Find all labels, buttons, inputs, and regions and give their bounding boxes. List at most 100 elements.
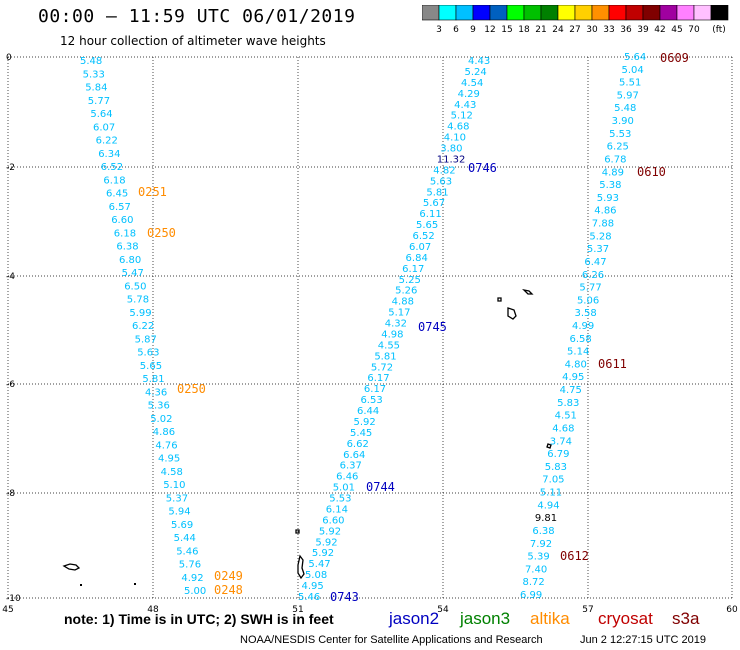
y-tick-label: 0 (6, 53, 12, 63)
swh-value: 5.77 (579, 283, 601, 294)
swh-value: 4.86 (153, 427, 175, 438)
pass-label: 0251 (138, 185, 167, 199)
swh-value: 4.58 (161, 467, 183, 478)
swh-value: 5.92 (319, 526, 341, 537)
swh-value: 5.87 (135, 334, 157, 345)
swh-value: 5.37 (166, 493, 188, 504)
color-scale-label: 24 (552, 25, 564, 35)
swh-value: 5.12 (451, 111, 473, 122)
swh-value: 6.17 (367, 373, 389, 384)
legend-item-s3a: s3a (672, 609, 700, 628)
swh-value: 5.93 (597, 193, 619, 204)
swh-value: 5.11 (540, 488, 562, 499)
color-scale-label: 42 (654, 25, 665, 35)
color-scale-swatch (489, 5, 508, 21)
swh-value: 7.92 (530, 539, 552, 550)
swh-value: 5.72 (371, 362, 393, 373)
x-tick-label: 48 (147, 605, 159, 615)
swh-value: 5.94 (168, 507, 190, 518)
swh-value: 6.52 (412, 231, 434, 242)
pass-label: 0746 (468, 161, 497, 175)
y-tick-label: -8 (6, 489, 15, 499)
color-scale-swatch (523, 5, 542, 21)
swh-value: 5.28 (589, 231, 611, 242)
swh-value: 6.11 (419, 209, 441, 220)
island-outline (546, 443, 552, 449)
color-scale-swatch (557, 5, 576, 21)
swh-value: 5.64 (90, 109, 112, 120)
swh-value: 4.32 (385, 319, 407, 330)
swh-value: 5.06 (577, 295, 599, 306)
swh-value: 4.75 (560, 385, 582, 396)
swh-value: 4.95 (301, 581, 323, 592)
swh-value: 3.74 (550, 436, 572, 447)
island-outline (295, 529, 300, 534)
swh-value: 6.78 (604, 154, 626, 165)
y-tick-label: -4 (6, 272, 15, 282)
swh-value: 4.89 (602, 167, 624, 178)
pass-label: 0745 (418, 320, 447, 334)
color-scale-swatch (472, 5, 491, 21)
pass-label: 0609 (660, 51, 689, 65)
swh-value: 5.48 (80, 56, 102, 67)
swh-value: 5.76 (179, 560, 201, 571)
swh-value: 6.07 (93, 122, 115, 133)
y-tick-label: -6 (6, 380, 15, 390)
legend-item-altika: altika (530, 609, 570, 628)
pass-label: 0250 (147, 226, 176, 240)
swh-value: 5.24 (465, 67, 487, 78)
swh-value: 3.58 (574, 308, 596, 319)
pass-label: 0248 (214, 583, 243, 597)
swh-value: 5.83 (557, 398, 579, 409)
swh-value: 5.63 (137, 348, 159, 359)
x-tick-label: 57 (582, 605, 593, 615)
swh-value: 5.04 (622, 65, 644, 76)
island-outline (62, 563, 81, 571)
swh-value: 5.63 (430, 176, 452, 187)
color-scale-label: 30 (586, 25, 598, 35)
swh-value: 5.37 (587, 244, 609, 255)
swh-value: 4.43 (468, 56, 490, 67)
swh-value: 4.95 (562, 372, 584, 383)
swh-value: 4.29 (458, 89, 480, 100)
color-scale-swatch (540, 5, 559, 21)
swh-value: 7.05 (542, 475, 564, 486)
swh-value: 11.32 (437, 154, 466, 165)
swh-value: 5.53 (609, 129, 631, 140)
pass-label: 0743 (330, 590, 359, 604)
color-scale-swatch (591, 5, 610, 21)
legend-item-jason3: jason3 (460, 609, 511, 628)
swh-value: 4.68 (447, 122, 469, 133)
swh-value: 6.64 (343, 450, 365, 461)
swh-value: 6.26 (582, 270, 604, 281)
swh-value: 6.60 (322, 515, 344, 526)
swh-value: 6.60 (111, 215, 133, 226)
color-scale-swatch (659, 5, 678, 21)
island-outline (507, 307, 517, 320)
color-scale-swatch (693, 5, 712, 21)
color-scale-label: 21 (535, 25, 546, 35)
swh-value: 6.38 (116, 242, 138, 253)
island-outline (497, 297, 502, 302)
pass-label: 0250 (177, 382, 206, 396)
swh-value: 6.50 (124, 281, 146, 292)
color-scale-label: 36 (620, 25, 632, 35)
swh-value: 7.40 (525, 564, 547, 575)
color-scale-label: 18 (518, 25, 530, 35)
swh-value: 5.36 (148, 401, 170, 412)
swh-value: 5.92 (315, 537, 337, 548)
swh-value: 4.88 (392, 297, 414, 308)
swh-value: 5.65 (416, 220, 438, 231)
island-outline (80, 584, 82, 586)
swh-value: 5.46 (298, 592, 320, 603)
swh-value: 6.84 (406, 253, 428, 264)
x-tick-label: 51 (292, 605, 303, 615)
swh-value: 6.37 (340, 461, 362, 472)
swh-value: 4.92 (181, 573, 203, 584)
swh-value: 3.80 (440, 144, 462, 155)
swh-value: 4.36 (145, 387, 167, 398)
x-tick-label: 60 (726, 605, 738, 615)
color-scale-label: 9 (470, 25, 476, 35)
island-outline (522, 288, 534, 295)
